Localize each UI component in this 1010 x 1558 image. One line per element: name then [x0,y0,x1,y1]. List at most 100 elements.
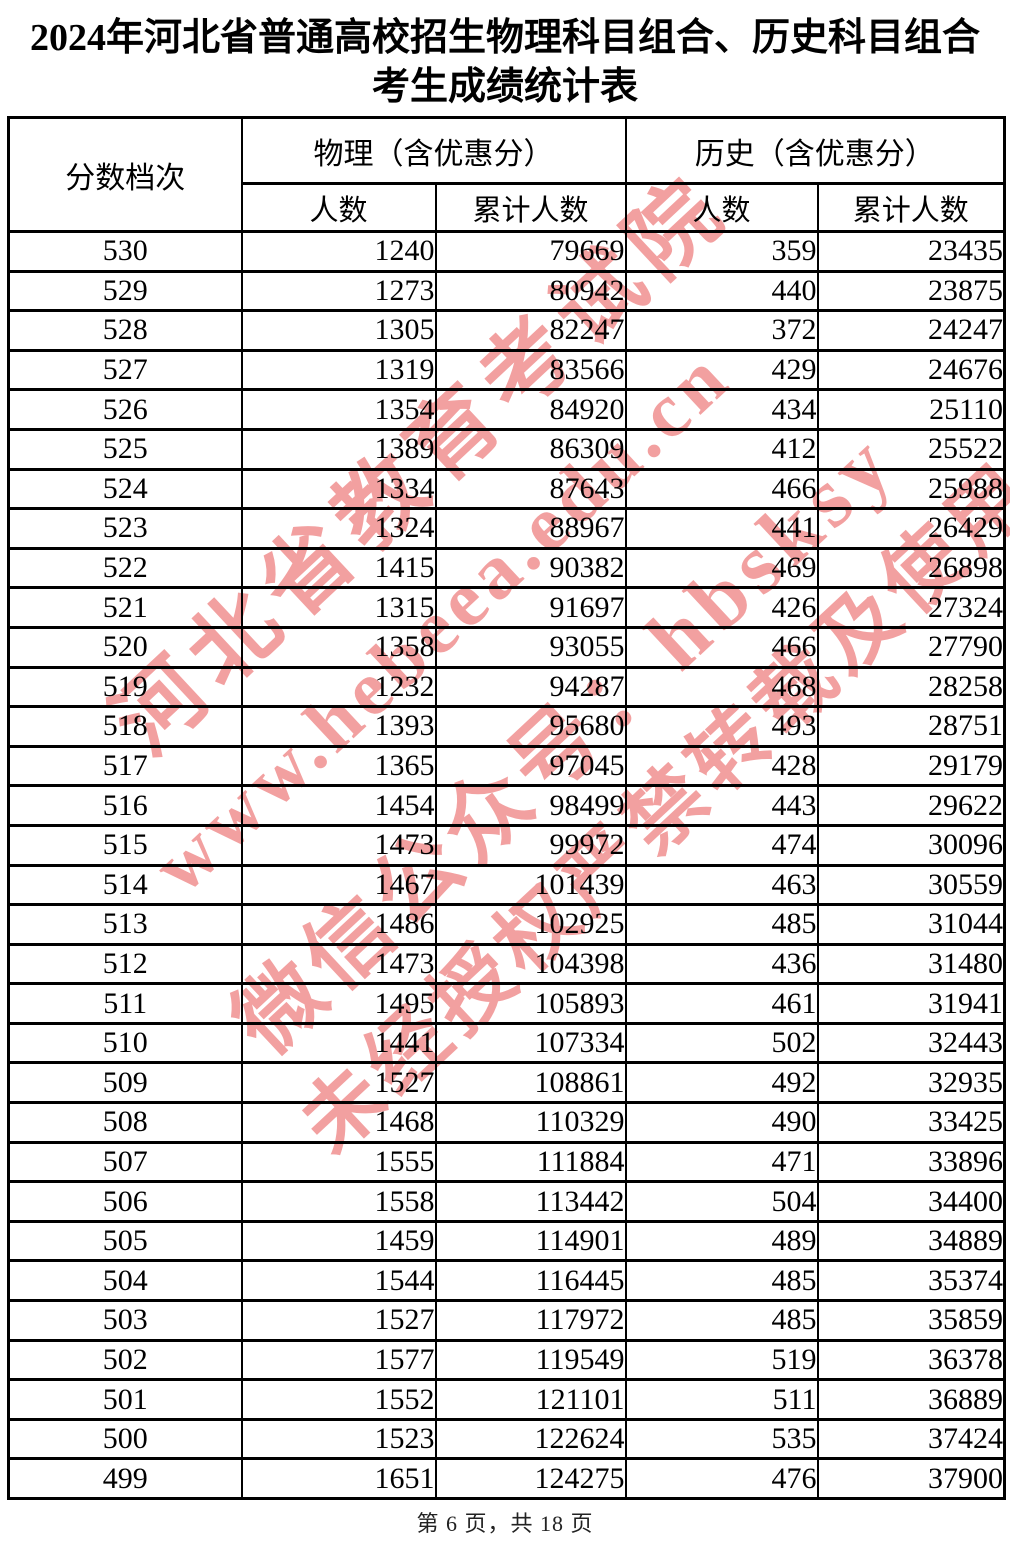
table-row: 500 1523 122624 535 37424 [7,1417,1006,1461]
history-cumulative-cell: 33425 [816,1101,1006,1144]
history-count-header: 人数 [624,182,819,233]
history-count-cell: 443 [624,784,819,827]
history-count-cell: 502 [624,1021,819,1065]
score-cell: 528 [7,309,243,352]
table-row: 507 1555 111884 471 33896 [7,1140,1006,1184]
physics-cumulative-cell: 98499 [434,784,627,827]
score-cell: 502 [7,1338,243,1382]
table-row: 530 1240 79669 359 23435 [7,230,1006,273]
history-cumulative-cell: 23875 [816,269,1006,313]
history-cumulative-cell: 30559 [816,863,1006,907]
header-row-subcolumns: 人数 累计人数 人数 累计人数 [9,182,1006,233]
history-count-cell: 359 [624,230,819,273]
physics-cumulative-cell: 82247 [434,309,627,352]
table-body: 分数档次 物理（含优惠分） 历史（含优惠分） 人数 累计人数 人数 累计人数 5… [7,116,1006,1500]
physics-cumulative-cell: 111884 [434,1140,627,1184]
score-cell: 517 [7,744,243,788]
physics-count-cell: 1315 [240,586,437,629]
physics-cumulative-cell: 88967 [434,507,627,550]
physics-group-header: 物理（含优惠分） [240,116,627,185]
physics-count-cell: 1324 [240,507,437,550]
history-cumulative-cell: 35374 [816,1259,1006,1303]
table-row: 513 1486 102925 485 31044 [7,903,1006,946]
table-row: 514 1467 101439 463 30559 [7,863,1006,907]
score-cell: 518 [7,705,243,748]
page-title-line1: 2024年河北省普通高校招生物理科目组合、历史科目组合 [29,17,980,59]
history-count-cell: 440 [624,269,819,313]
history-cumulative-cell: 32935 [816,1061,1006,1105]
physics-cumulative-cell: 83566 [434,348,627,392]
history-count-cell: 412 [624,427,819,471]
table-row: 522 1415 90382 469 26898 [7,546,1006,590]
physics-count-cell: 1473 [240,823,437,867]
physics-cumulative-cell: 90382 [434,546,627,590]
physics-count-cell: 1544 [240,1259,437,1303]
physics-count-cell: 1319 [240,348,437,392]
physics-count-cell: 1334 [240,467,437,511]
physics-cumulative-cell: 117972 [434,1299,627,1342]
table-row: 511 1495 105893 461 31941 [7,982,1006,1025]
history-cumulative-header: 累计人数 [816,182,1006,233]
history-count-cell: 372 [624,309,819,352]
score-cell: 524 [7,467,243,511]
score-cell: 499 [7,1457,243,1500]
table-row: 509 1527 108861 492 32935 [7,1061,1006,1105]
physics-cumulative-cell: 79669 [434,230,627,273]
score-band-header: 分数档次 [7,116,243,233]
physics-count-header: 人数 [240,182,437,233]
score-cell: 508 [7,1101,243,1144]
physics-count-cell: 1523 [240,1417,437,1461]
history-count-cell: 504 [624,1180,819,1223]
score-cell: 505 [7,1219,243,1263]
score-cell: 501 [7,1378,243,1421]
physics-cumulative-cell: 99972 [434,823,627,867]
table-row: 515 1473 99972 474 30096 [7,823,1006,867]
table-row: 519 1232 94287 468 28258 [7,665,1006,709]
table-row: 499 1651 124275 476 37900 [7,1457,1006,1500]
history-count-cell: 434 [624,388,819,431]
score-cell: 522 [7,546,243,590]
history-cumulative-cell: 24676 [816,348,1006,392]
history-cumulative-cell: 36889 [816,1378,1006,1421]
history-cumulative-cell: 35859 [816,1299,1006,1342]
history-cumulative-cell: 31044 [816,903,1006,946]
score-cell: 513 [7,903,243,946]
physics-cumulative-cell: 124275 [434,1457,627,1500]
table-row: 528 1305 82247 372 24247 [7,309,1006,352]
physics-count-cell: 1365 [240,744,437,788]
page-number-footer: 第 6 页，共 18 页 [416,1511,594,1536]
history-cumulative-cell: 29179 [816,744,1006,788]
physics-count-cell: 1240 [240,230,437,273]
score-cell: 511 [7,982,243,1025]
score-cell: 529 [7,269,243,313]
table-row: 518 1393 95680 493 28751 [7,705,1006,748]
history-count-cell: 490 [624,1101,819,1144]
table-row: 524 1334 87643 466 25988 [7,467,1006,511]
history-cumulative-cell: 24247 [816,309,1006,352]
physics-cumulative-cell: 102925 [434,903,627,946]
physics-cumulative-cell: 107334 [434,1021,627,1065]
history-count-cell: 511 [624,1378,819,1421]
physics-cumulative-cell: 114901 [434,1219,627,1263]
history-count-cell: 489 [624,1219,819,1263]
header-row-groups: 分数档次 物理（含优惠分） 历史（含优惠分） [7,116,1006,233]
table-row: 510 1441 107334 502 32443 [7,1021,1006,1065]
physics-cumulative-cell: 105893 [434,982,627,1025]
history-count-cell: 428 [624,744,819,788]
physics-cumulative-cell: 86309 [434,427,627,471]
table-row: 523 1324 88967 441 26429 [7,507,1006,550]
score-cell: 500 [7,1417,243,1461]
table-row: 508 1468 110329 490 33425 [7,1101,1006,1144]
history-cumulative-cell: 29622 [816,784,1006,827]
history-cumulative-cell: 23435 [816,230,1006,273]
table-row: 506 1558 113442 504 34400 [7,1180,1006,1223]
physics-count-cell: 1527 [240,1299,437,1342]
physics-cumulative-cell: 113442 [434,1180,627,1223]
score-cell: 519 [7,665,243,709]
score-cell: 520 [7,625,243,669]
physics-count-cell: 1527 [240,1061,437,1105]
history-cumulative-cell: 34400 [816,1180,1006,1223]
history-count-cell: 485 [624,903,819,946]
history-cumulative-cell: 30096 [816,823,1006,867]
history-count-cell: 535 [624,1417,819,1461]
